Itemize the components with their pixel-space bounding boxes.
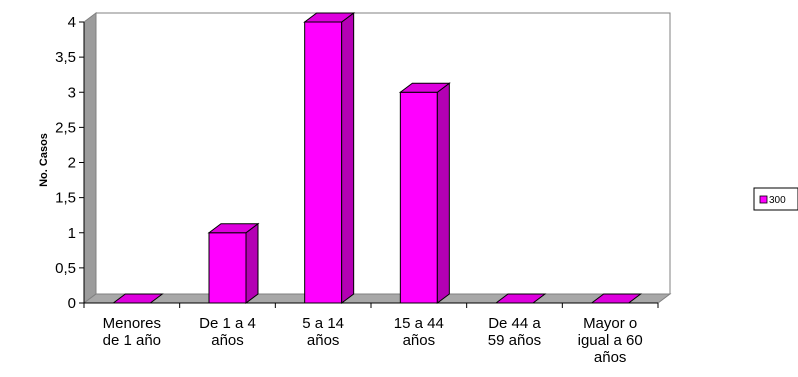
x-tick-label-line: años — [594, 349, 627, 366]
bar-front — [208, 232, 247, 304]
y-tick-label: 2,5 — [55, 119, 76, 136]
legend-box — [753, 187, 798, 211]
x-tick-label-line: De 1 a 4 — [199, 315, 256, 332]
y-tick-label: 4 — [68, 14, 76, 31]
x-tick-label-line: De 44 a — [488, 315, 541, 332]
legend-label: 300 — [769, 195, 786, 206]
bar-top — [398, 82, 451, 93]
y-axis: 0 0,5 1 1,5 2 2,5 3 3,5 4 — [55, 14, 85, 312]
back-wall — [95, 12, 671, 295]
y-tick-label: 0 — [68, 295, 76, 312]
x-tick-label-line: años — [211, 332, 244, 349]
y-tick-label: 3,5 — [55, 49, 76, 66]
y-tick-label: 2 — [68, 155, 76, 172]
floor — [82, 293, 672, 304]
x-tick-label-line: Menores — [103, 315, 161, 332]
bar-top — [207, 223, 260, 234]
x-tick-label-line: 15 a 44 — [394, 315, 444, 332]
x-tick-label: De 1 a 4 años — [199, 315, 256, 349]
bar — [303, 12, 356, 304]
y-tick-label: 3 — [68, 84, 76, 101]
x-tick-label-line: años — [403, 332, 436, 349]
side-wall — [83, 12, 97, 304]
y-axis-label: No. Casos — [38, 133, 50, 187]
bar-side — [245, 222, 259, 304]
legend: 300 — [753, 187, 798, 211]
bar-front — [399, 91, 438, 304]
x-tick-label: Mayor o igual a 60 años — [578, 315, 643, 366]
bar — [207, 222, 260, 304]
x-tick-label-line: de 1 año — [103, 332, 161, 349]
x-tick-label: De 44 a 59 años — [488, 315, 542, 349]
bar-side — [341, 12, 355, 304]
bar-front — [304, 21, 343, 304]
x-tick-label-line: Mayor o — [583, 315, 637, 332]
x-tick-label-line: años — [307, 332, 340, 349]
bar-side — [436, 82, 450, 304]
chart-walls — [82, 12, 672, 304]
bar — [398, 82, 451, 304]
y-tick-label: 0,5 — [55, 260, 76, 277]
x-tick-label: 5 a 14 años — [302, 315, 344, 349]
x-tick-label: 15 a 44 años — [394, 315, 444, 349]
y-tick-label: 1,5 — [55, 190, 76, 207]
y-tick-label: 1 — [68, 225, 76, 242]
bars — [111, 12, 643, 304]
x-tick-label-line: igual a 60 — [578, 332, 643, 349]
x-tick-label: Menores de 1 año — [103, 315, 161, 349]
bar-top — [303, 12, 356, 23]
x-tick-label-line: 59 años — [488, 332, 541, 349]
legend-swatch — [759, 195, 768, 204]
x-tick-label-line: 5 a 14 — [302, 315, 344, 332]
